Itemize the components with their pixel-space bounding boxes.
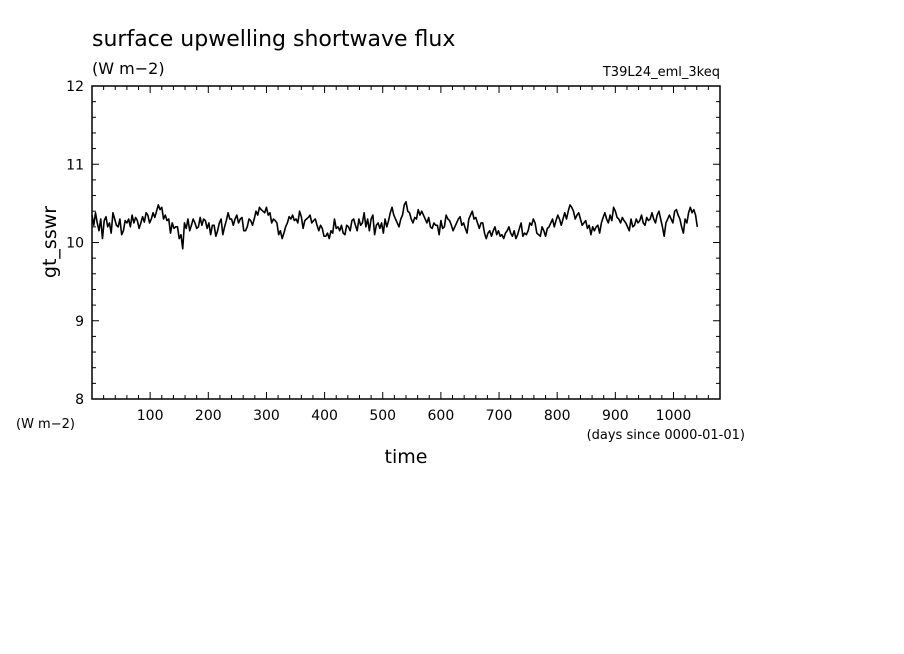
x-axis-label: time	[385, 446, 428, 468]
x-tick-label: 100	[137, 408, 164, 424]
y-axis-units: (W m−2)	[16, 417, 75, 432]
experiment-label: T39L24_eml_3keq	[602, 65, 720, 80]
plot-frame	[91, 85, 721, 400]
y-tick-label: 9	[75, 314, 84, 330]
axis-ticks	[92, 86, 720, 399]
y-tick-label: 8	[75, 392, 84, 408]
y-axis-label: gt_sswr	[39, 206, 61, 278]
y-tick-label: 10	[66, 236, 84, 252]
x-tick-label: 800	[544, 408, 571, 424]
series-line-gt-sswr	[91, 201, 699, 250]
chart-title: surface upwelling shortwave flux	[92, 27, 455, 52]
y-tick-label: 11	[66, 157, 84, 173]
x-tick-label: 300	[253, 408, 280, 424]
x-tick-label: 500	[369, 408, 396, 424]
x-tick-label: 600	[428, 408, 455, 424]
axis-tick-labels: 100 200 300 400 500 600 700 800 900 1000 8 9 10 11 12	[66, 79, 691, 424]
x-tick-label: 900	[602, 408, 629, 424]
x-tick-label: 200	[195, 408, 222, 424]
x-tick-label: 400	[311, 408, 338, 424]
y-tick-label: 12	[66, 79, 84, 95]
title-units: (W m−2)	[92, 59, 165, 78]
x-tick-label: 1000	[656, 408, 692, 424]
x-tick-label: 700	[486, 408, 513, 424]
x-axis-units: (days since 0000-01-01)	[587, 428, 745, 443]
